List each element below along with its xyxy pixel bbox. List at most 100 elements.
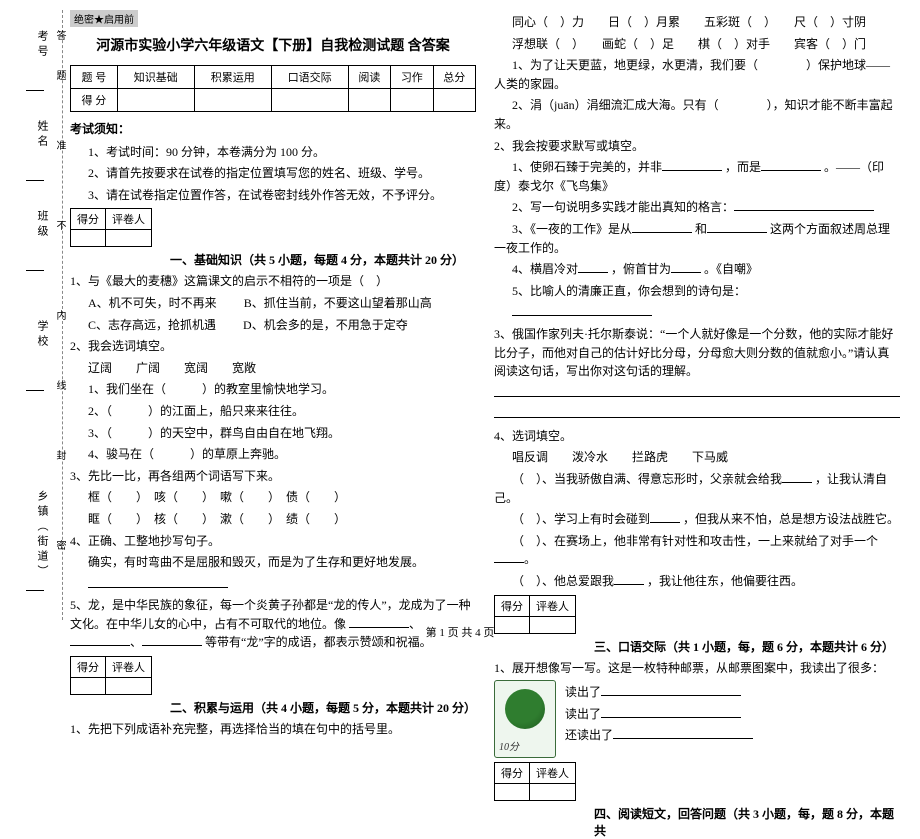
section-1-head: 一、基础知识（共 5 小题，每题 4 分，本题共计 20 分） [70, 251, 476, 268]
text: （ ）、他总爱跟我 [512, 574, 614, 588]
score-cell [117, 89, 194, 112]
section-2-head: 二、积累与运用（共 4 小题，每题 5 分，本题共计 20 分） [70, 699, 476, 716]
seal-char: 线 [52, 380, 67, 398]
read-line: 读出了 [565, 705, 845, 724]
stamp-price: 10分 [499, 738, 519, 753]
text: 读出了 [565, 707, 601, 721]
marker-cell [495, 784, 530, 801]
text: ，而是 [725, 160, 761, 174]
q2-1: 1、我们坐在（ ）的教室里愉快地学习。 [70, 380, 476, 399]
text: 读出了 [565, 685, 601, 699]
seal-char: 准 [52, 140, 67, 158]
q3-line-b: 眶（ ） 核（ ） 漱（ ） 绩（ ） [70, 510, 476, 529]
marker-cell [106, 230, 152, 247]
c2-q4-words: 唱反调 泼冷水 拦路虎 下马威 [494, 448, 900, 467]
exam-title: 河源市实验小学六年级语文【下册】自我检测试题 含答案 [70, 35, 476, 55]
binding-line [26, 590, 44, 591]
c2-q4-1: （ ）、当我骄傲自满、得意忘形时，父亲就会给我 ，让我认清自己。 [494, 470, 900, 507]
notice-heading: 考试须知： [70, 120, 476, 139]
stamp-row: 10分 读出了 读出了 还读出了 [494, 680, 900, 758]
q4-blank [70, 575, 476, 594]
c2-q2-1: 1、使卵石臻于完美的，并非 ，而是 。——（印度）泰戈尔《飞鸟集》 [494, 158, 900, 195]
text: ，我让他往东，他偏要往西。 [647, 574, 803, 588]
content-columns: 绝密★启用前 河源市实验小学六年级语文【下册】自我检测试题 含答案 题 号 知识… [70, 10, 900, 620]
text: 和 [695, 222, 707, 236]
score-cell [348, 89, 390, 112]
q4-text: 确实，有时弯曲不是屈服和毁灭，而是为了生存和更好地发展。 [70, 553, 476, 572]
c2-q4-3: （ ）、在赛场上，他非常有针对性和攻击性，一上来就给了对手一个。 [494, 532, 900, 569]
section-3-head: 三、口语交际（共 1 小题，每，题 6 分，本题共计 6 分） [494, 638, 900, 655]
binding-label-name: 姓名 [34, 120, 50, 150]
seal-char: 封 [52, 450, 67, 468]
text: （ ）、在赛场上，他非常有针对性和攻击性，一上来就给了对手一个 [512, 534, 878, 548]
marker-cell [530, 784, 576, 801]
c2-q2-5: 5、比喻人的清廉正直，你会想到的诗句是： [494, 282, 900, 301]
binding-label-class: 班级 [34, 210, 50, 240]
text: 4、横眉冷对 [512, 262, 578, 276]
notice-item: 3、请在试卷指定位置作答，在试卷密封线外作答无效，不予评分。 [70, 186, 476, 205]
score-header: 题 号 [71, 66, 118, 89]
text: 。《自嘲》 [704, 262, 758, 276]
text: （ ）、学习上有时会碰到 [512, 512, 650, 526]
marker-box-4: 得分评卷人 [494, 762, 576, 801]
marker-cell [106, 678, 152, 695]
q5-tail: 等带有“龙”字的成语，都表示赞颂和祝福。 [205, 635, 432, 649]
s2-q1: 1、先把下列成语补充完整，再选择恰当的填在句中的括号里。 [70, 720, 476, 739]
notice-item: 2、请首先按要求在试卷的指定位置填写您的姓名、班级、学号。 [70, 164, 476, 183]
binding-line [26, 270, 44, 271]
score-table: 题 号 知识基础 积累运用 口语交际 阅读 习作 总分 得 分 [70, 65, 476, 112]
c2-q3: 3、俄国作家列夫·托尔斯泰说：“一个人就好像是一个分数，他的实际才能好比分子，而… [494, 325, 900, 381]
idiom-line-1: 同心（ ）力 日（ ）月累 五彩斑（ ） 尺（ ）寸阴 [494, 13, 900, 32]
section-4-head: 四、阅读短文，回答问题（共 3 小题，每，题 8 分，本题共 [494, 805, 900, 839]
right-column: 同心（ ）力 日（ ）月累 五彩斑（ ） 尺（ ）寸阴 浮想联（ ） 画蛇（ ）… [494, 10, 900, 620]
c2-q2: 2、我会按要求默写或填空。 [494, 137, 900, 156]
score-row-label: 得 分 [71, 89, 118, 112]
seal-char: 答 [52, 30, 67, 48]
score-header: 积累运用 [194, 66, 271, 89]
binding-line [26, 180, 44, 181]
idiom-p1: 1、为了让天更蓝，地更绿，水更清，我们要（ ）保护地球——人类的家园。 [494, 56, 900, 93]
text: ，俯首甘为 [611, 262, 671, 276]
text: （ ）、当我骄傲自满、得意忘形时，父亲就会给我 [512, 472, 782, 486]
read-line: 还读出了 [565, 726, 845, 745]
table-row: 题 号 知识基础 积累运用 口语交际 阅读 习作 总分 [71, 66, 476, 89]
s3-q1: 1、展开想像写一写。这是一枚特种邮票，从邮票图案中，我读出了很多： [494, 659, 900, 678]
opt-d: D、机会多的是，不用急于定夺 [243, 318, 408, 332]
score-cell [194, 89, 271, 112]
idiom-p2: 2、涓（juān）涓细流汇成大海。只有（ ），知识才能不断丰富起来。 [494, 96, 900, 133]
seal-char: 内 [52, 310, 67, 328]
opt-c: C、志存高远，抢抓机遇 [88, 318, 216, 332]
text: 1、使卵石臻于完美的，并非 [512, 160, 662, 174]
text: 2、写一句说明多实践才能出真知的格言： [512, 200, 734, 214]
c2-q2-2: 2、写一句说明多实践才能出真知的格言： [494, 198, 900, 217]
idiom-line-2: 浮想联（ ） 画蛇（ ）足 棋（ ）对手 宾客（ ）门 [494, 35, 900, 54]
c2-q2-4: 4、横眉冷对 ，俯首甘为 。《自嘲》 [494, 260, 900, 279]
score-header: 阅读 [348, 66, 390, 89]
read-line: 读出了 [565, 683, 845, 702]
opt-a: A、机不可失，时不再来 [88, 296, 217, 310]
q2-words: 辽阔 广阔 宽阔 宽敞 [70, 359, 476, 378]
q5: 5、龙，是中华民族的象征，每一个炎黄子孙都是“龙的传人”，龙成为了一种文化。在中… [70, 596, 476, 652]
notice-item: 1、考试时间：90 分钟，本卷满分为 100 分。 [70, 143, 476, 162]
marker-cell [495, 616, 530, 633]
score-header: 口语交际 [271, 66, 348, 89]
globe-icon [505, 689, 545, 729]
score-cell [271, 89, 348, 112]
text: 5、比喻人的清廉正直，你会想到的诗句是： [512, 284, 746, 298]
q3: 3、先比一比，再各组两个词语写下来。 [70, 467, 476, 486]
c2-q4-2: （ ）、学习上有时会碰到 ，但我从来不怕，总是想方设法战胜它。 [494, 510, 900, 529]
c2-q2-3: 3、《一夜的工作》是从 和 这两个方面叙述周总理一夜工作的。 [494, 220, 900, 257]
marker-box: 得分评卷人 [70, 208, 152, 247]
marker-cell [71, 230, 106, 247]
marker-person: 评卷人 [106, 657, 152, 678]
q1-options: A、机不可失，时不再来 B、抓住当前，不要这山望着那山高 [70, 294, 476, 313]
binding-label-school: 学校 [34, 320, 50, 350]
stamp-text-lines: 读出了 读出了 还读出了 [565, 680, 845, 748]
table-row: 得 分 [71, 89, 476, 112]
opt-b: B、抓住当前，不要这山望着那山高 [244, 296, 432, 310]
q2-3: 3、（ ）的天空中，群鸟自由自在地飞翔。 [70, 424, 476, 443]
text: ，但我从来不怕，总是想方设法战胜它。 [683, 512, 899, 526]
stamp-image: 10分 [494, 680, 556, 758]
marker-score: 得分 [71, 657, 106, 678]
page-container: 考号 姓名 班级 学校 乡镇（街道） 答 题 准 不 内 线 封 密 绝密★启用… [0, 0, 920, 620]
